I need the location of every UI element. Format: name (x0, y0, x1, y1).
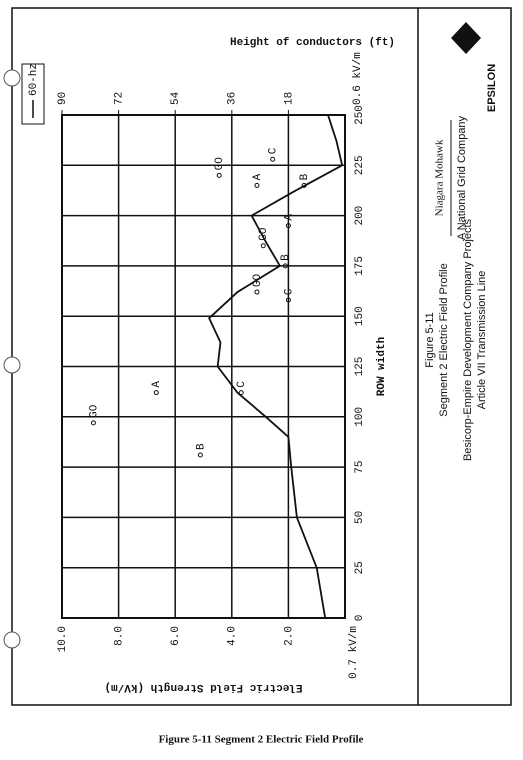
y-tick-label: 4.0 (227, 626, 239, 646)
conductor-point (238, 390, 244, 396)
annotation: 0.7 kV/m (348, 626, 360, 679)
x-tick-label: 250 (354, 105, 366, 125)
conductor-label: B (280, 254, 292, 261)
conductor-point (216, 172, 222, 178)
company-parent: A National Grid Company (456, 115, 468, 240)
conductor-label: GO (252, 273, 264, 287)
conductor-point (153, 390, 159, 396)
conductor-point (254, 289, 260, 295)
y2-tick-label: 90 (57, 92, 69, 105)
conductor-point (260, 243, 266, 249)
conductor-label: A (252, 173, 264, 180)
x-tick-label: 150 (354, 306, 366, 326)
x-axis-title: ROW width (376, 337, 388, 396)
title-panel: Figure 5-11 Segment 2 Electric Field Pro… (424, 218, 488, 461)
x-tick-label: 50 (354, 511, 366, 524)
x-tick-label: 175 (354, 256, 366, 276)
conductor-label: A (283, 214, 295, 221)
conductor-label: C (283, 288, 295, 295)
figure-number: Figure 5-11 (424, 312, 436, 367)
y-tick-label: 6.0 (170, 626, 182, 646)
conductor-point (282, 263, 288, 269)
conductor-label: GO (214, 157, 226, 171)
y2-tick-label: 18 (283, 92, 295, 105)
y2-tick-label: 54 (170, 91, 182, 105)
y-tick-label: 2.0 (283, 626, 295, 646)
x-tick-label: 125 (354, 357, 366, 377)
y-tick-label: 10.0 (57, 626, 69, 652)
conductor-point (254, 182, 260, 188)
x-tick-label: 200 (354, 206, 366, 226)
x-tick-label: 225 (354, 155, 366, 175)
consultant-name: EPSILON (486, 64, 498, 112)
conductor-label: GO (258, 227, 270, 241)
y2-axis-title: Height of conductors (ft) (230, 37, 395, 49)
diamond-logo (451, 22, 481, 54)
y-tick-label: 8.0 (114, 626, 126, 646)
conductor-label: C (268, 147, 280, 154)
x-tick-label: 25 (354, 561, 366, 574)
conductor-label: GO (88, 404, 100, 418)
annotation: 0.6 kV/m (352, 52, 364, 105)
page-frame (11, 7, 512, 706)
punch-hole (3, 356, 21, 374)
consultant-logo: EPSILON (486, 64, 498, 112)
conductor-label: B (299, 173, 311, 180)
company-name: Niagara Mohawk (434, 139, 446, 216)
conductor-label: C (236, 381, 248, 388)
conductor-point (285, 297, 291, 303)
conductor-point (90, 420, 96, 426)
figure-subtitle: Segment 2 Electric Field Profile (438, 263, 450, 416)
conductor-point (301, 182, 307, 188)
field-curve (208, 114, 344, 619)
punch-hole (3, 631, 21, 649)
y2-tick-label: 36 (227, 92, 239, 105)
legend-box (21, 63, 45, 125)
y-axis-title: Electric Field Strength (kV/m) (104, 681, 302, 693)
plot: 0 25 50 75 100 125 150 175 200 225 250 2.0 4.0 6.0 8.0… (57, 52, 388, 693)
caption: Figure 5-11 Segment 2 Electric Field Pro… (159, 734, 364, 746)
x-tick-label: 100 (354, 407, 366, 427)
conductor-point (285, 223, 291, 229)
project-line: Article VII Transmission Line (476, 271, 488, 410)
legend-label: 60-hz (28, 63, 40, 96)
conductor-label: A (151, 381, 163, 388)
punch-hole (3, 69, 21, 87)
company-logo: Niagara Mohawk A National Grid Company (434, 115, 468, 240)
x-tick-label: 75 (354, 460, 366, 473)
conductor-point (197, 452, 203, 458)
y2-tick-label: 72 (114, 92, 126, 105)
x-tick-label: 0 (354, 615, 366, 622)
conductor-label: B (195, 443, 207, 450)
project-name: Besicorp-Empire Development Company Proj… (462, 218, 474, 461)
conductor-point (270, 156, 276, 162)
